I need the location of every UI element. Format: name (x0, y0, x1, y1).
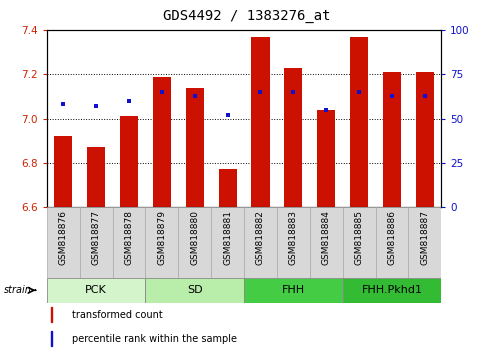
Bar (317, 110, 335, 207)
Text: percentile rank within the sample: percentile rank within the sample (72, 333, 238, 343)
Text: GSM818886: GSM818886 (387, 210, 396, 265)
Bar (277, 207, 310, 278)
Bar (251, 37, 270, 207)
Text: GSM818884: GSM818884 (322, 210, 331, 265)
Bar (416, 72, 434, 207)
Bar (112, 207, 145, 278)
Bar (343, 207, 376, 278)
Text: GSM818882: GSM818882 (256, 210, 265, 265)
Bar (145, 278, 244, 303)
Bar (51, 307, 52, 322)
Text: GSM818885: GSM818885 (354, 210, 363, 265)
Text: strain: strain (4, 285, 32, 295)
Text: SD: SD (187, 285, 203, 295)
Text: GSM818881: GSM818881 (223, 210, 232, 265)
Text: FHH.Pkhd1: FHH.Pkhd1 (361, 285, 423, 295)
Bar (153, 76, 171, 207)
Text: GDS4492 / 1383276_at: GDS4492 / 1383276_at (163, 9, 330, 23)
Text: transformed count: transformed count (72, 310, 163, 320)
Bar (211, 207, 244, 278)
Bar (178, 207, 211, 278)
Bar (47, 207, 80, 278)
Text: GSM818877: GSM818877 (92, 210, 101, 265)
Bar (186, 88, 204, 207)
Bar (80, 207, 112, 278)
Text: GSM818876: GSM818876 (59, 210, 68, 265)
Bar (376, 207, 408, 278)
Text: PCK: PCK (85, 285, 107, 295)
Text: GSM818883: GSM818883 (289, 210, 298, 265)
Bar (284, 68, 302, 207)
Bar (145, 207, 178, 278)
Bar (343, 278, 441, 303)
Bar (310, 207, 343, 278)
Bar (54, 136, 72, 207)
Bar (87, 147, 105, 207)
Text: GSM818879: GSM818879 (157, 210, 166, 265)
Bar (244, 278, 343, 303)
Text: GSM818887: GSM818887 (421, 210, 429, 265)
Text: GSM818878: GSM818878 (125, 210, 134, 265)
Bar (51, 331, 52, 346)
Bar (244, 207, 277, 278)
Bar (218, 170, 237, 207)
Bar (408, 207, 441, 278)
Bar (47, 278, 145, 303)
Bar (350, 37, 368, 207)
Bar (383, 72, 401, 207)
Text: GSM818880: GSM818880 (190, 210, 199, 265)
Text: FHH: FHH (282, 285, 305, 295)
Bar (120, 116, 138, 207)
